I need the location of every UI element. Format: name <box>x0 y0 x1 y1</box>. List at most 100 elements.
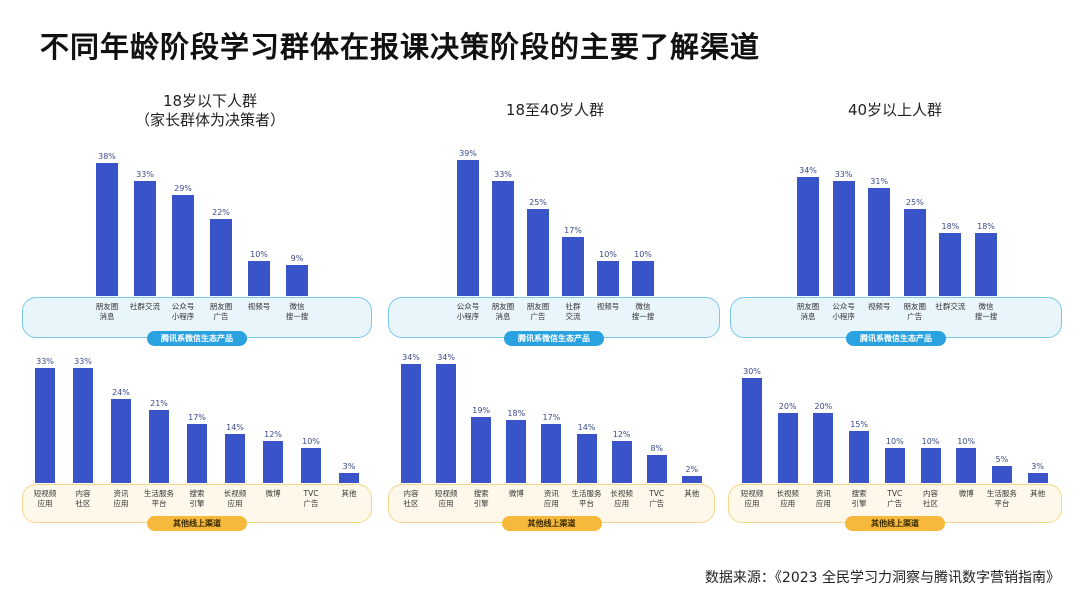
data-label: 29% <box>174 183 192 193</box>
category-label: 社群 交流 <box>565 302 581 321</box>
group-title-18-40: 18至40岁人群 <box>505 101 605 119</box>
bar <box>868 187 891 296</box>
group-title-under-18: 18岁以下人群 （家长群体为决策者） <box>134 92 285 129</box>
data-label: 30% <box>743 367 761 376</box>
category-label: 视频号 <box>867 302 891 311</box>
category-label: 生活服务 平台 <box>986 489 1017 508</box>
data-label: 31% <box>870 176 889 186</box>
data-label: 24% <box>112 388 130 397</box>
bar <box>541 423 562 483</box>
category-label: 资讯 应用 <box>815 489 831 508</box>
bar <box>172 194 194 296</box>
category-label: 社群交流 <box>935 302 966 311</box>
bar <box>225 434 245 483</box>
category-label: 微博 <box>265 489 281 498</box>
category-label: 生活服务 平台 <box>571 489 602 508</box>
bar <box>576 434 597 483</box>
category-label: TVC 广告 <box>649 489 665 508</box>
bar <box>611 441 632 483</box>
bar <box>187 423 207 483</box>
bar <box>339 472 359 483</box>
category-group-label: 腾讯系微信生态产品 <box>846 331 946 346</box>
data-label: 33% <box>74 356 92 366</box>
bar <box>939 233 962 296</box>
bar <box>975 233 997 296</box>
data-label: 2% <box>685 465 699 474</box>
bar <box>832 180 855 296</box>
bar <box>506 420 527 483</box>
category-label: 内容 社区 <box>75 489 91 508</box>
bar <box>646 455 667 483</box>
category-label: 朋友圈 广告 <box>526 302 550 321</box>
category-label: 短视频 应用 <box>33 489 57 508</box>
category-label: 搜索 引擎 <box>473 489 489 508</box>
category-label: 搜索 引擎 <box>851 489 867 508</box>
bar <box>956 448 977 483</box>
category-label: 公众号 小程序 <box>171 302 195 321</box>
data-label: 10% <box>599 250 617 259</box>
bar <box>286 264 308 296</box>
bar <box>436 364 457 483</box>
category-group-label: 其他线上渠道 <box>845 516 945 531</box>
bar <box>849 430 870 483</box>
bar <box>492 180 514 296</box>
data-label: 25% <box>905 197 924 207</box>
data-label: 3% <box>1031 461 1044 471</box>
data-label: 5% <box>995 454 1009 464</box>
bar <box>597 261 619 296</box>
data-label: 25% <box>529 197 547 207</box>
data-label: 10% <box>250 250 268 259</box>
bar <box>210 219 232 296</box>
data-label: 21% <box>150 398 168 408</box>
category-label: 其他 <box>1030 489 1046 498</box>
data-label: 20% <box>778 402 797 411</box>
data-label: 12% <box>612 430 631 439</box>
data-label: 10% <box>302 437 320 446</box>
data-label: 19% <box>472 405 491 415</box>
category-label: 生活服务 平台 <box>144 489 174 508</box>
bar <box>797 177 819 296</box>
data-label: 3% <box>342 461 356 471</box>
category-label: 公众号 小程序 <box>832 302 855 321</box>
category-label: 微博 <box>508 489 524 498</box>
category-label: 搜索 引擎 <box>189 489 205 508</box>
bar <box>1027 472 1048 483</box>
category-group-label: 腾讯系微信生态产品 <box>504 331 604 346</box>
category-label: 视频号 <box>247 302 271 311</box>
data-label: 34% <box>402 353 420 362</box>
data-label: 33% <box>834 169 853 179</box>
category-label: 长视频 应用 <box>610 489 633 508</box>
bar <box>149 409 169 483</box>
bar <box>401 364 421 483</box>
category-label: 公众号 小程序 <box>456 302 480 321</box>
bar <box>777 413 798 483</box>
category-label: 微信 搜一搜 <box>285 302 309 321</box>
bar <box>35 367 55 483</box>
category-label: 朋友圈 消息 <box>796 302 820 321</box>
category-label: 内容 社区 <box>403 489 419 508</box>
data-label: 14% <box>226 423 244 432</box>
bar <box>134 180 156 296</box>
category-label: 社群交流 <box>130 302 160 311</box>
data-label: 34% <box>799 166 817 175</box>
data-label: 34% <box>437 353 455 362</box>
bar <box>632 261 654 296</box>
page-title: 不同年龄阶段学习群体在报课决策阶段的主要了解渠道 <box>40 30 761 64</box>
bar <box>742 378 762 483</box>
bar <box>263 441 283 483</box>
data-label: 20% <box>814 402 833 411</box>
category-label: 内容 社区 <box>923 489 938 508</box>
data-label: 9% <box>290 253 304 263</box>
bar <box>471 416 492 483</box>
bar <box>991 465 1012 483</box>
category-label: 朋友圈 广告 <box>209 302 233 321</box>
data-label: 17% <box>542 412 561 422</box>
bar <box>457 159 479 296</box>
data-label: 18% <box>977 222 995 231</box>
bar <box>813 413 834 483</box>
data-label: 10% <box>885 437 904 446</box>
category-label: 短视频 应用 <box>434 489 458 508</box>
data-label: 12% <box>264 430 282 439</box>
category-label: 资讯 应用 <box>543 489 559 508</box>
data-label: 18% <box>507 409 526 418</box>
